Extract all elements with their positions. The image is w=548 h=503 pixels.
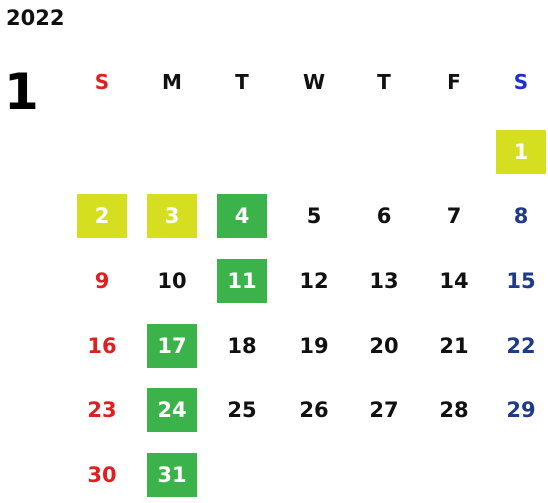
day-cell-27[interactable]: 27	[369, 398, 399, 422]
day-cell-31[interactable]: 31	[147, 453, 197, 497]
day-cell-16[interactable]: 16	[87, 334, 117, 358]
day-cell-21[interactable]: 21	[439, 334, 469, 358]
day-cell-7[interactable]: 7	[446, 204, 462, 228]
day-cell-2[interactable]: 2	[77, 194, 127, 238]
month-number: 1	[4, 63, 39, 121]
day-cell-30[interactable]: 30	[87, 463, 117, 487]
day-cell-11[interactable]: 11	[217, 259, 267, 303]
weekday-header-5: F	[447, 70, 461, 94]
day-cell-23[interactable]: 23	[87, 398, 117, 422]
day-cell-14[interactable]: 14	[439, 269, 469, 293]
weekday-header-2: T	[235, 70, 249, 94]
day-cell-24[interactable]: 24	[147, 388, 197, 432]
day-cell-4[interactable]: 4	[217, 194, 267, 238]
day-cell-10[interactable]: 10	[157, 269, 187, 293]
weekday-header-0: S	[94, 70, 110, 94]
day-cell-17[interactable]: 17	[147, 324, 197, 368]
day-cell-3[interactable]: 3	[147, 194, 197, 238]
year-label: 2022	[6, 6, 65, 30]
day-cell-8[interactable]: 8	[513, 204, 529, 228]
day-cell-5[interactable]: 5	[306, 204, 322, 228]
day-cell-19[interactable]: 19	[299, 334, 329, 358]
day-cell-1[interactable]: 1	[496, 130, 546, 174]
day-cell-25[interactable]: 25	[227, 398, 257, 422]
day-cell-15[interactable]: 15	[506, 269, 536, 293]
day-cell-13[interactable]: 13	[369, 269, 399, 293]
day-cell-29[interactable]: 29	[506, 398, 536, 422]
weekday-header-6: S	[513, 70, 529, 94]
day-cell-9[interactable]: 9	[94, 269, 110, 293]
day-cell-12[interactable]: 12	[299, 269, 329, 293]
day-cell-6[interactable]: 6	[376, 204, 392, 228]
day-cell-20[interactable]: 20	[369, 334, 399, 358]
day-cell-26[interactable]: 26	[299, 398, 329, 422]
day-cell-22[interactable]: 22	[506, 334, 536, 358]
weekday-header-3: W	[302, 70, 326, 94]
weekday-header-4: T	[377, 70, 391, 94]
weekday-header-1: M	[162, 70, 182, 94]
day-cell-28[interactable]: 28	[439, 398, 469, 422]
day-cell-18[interactable]: 18	[227, 334, 257, 358]
